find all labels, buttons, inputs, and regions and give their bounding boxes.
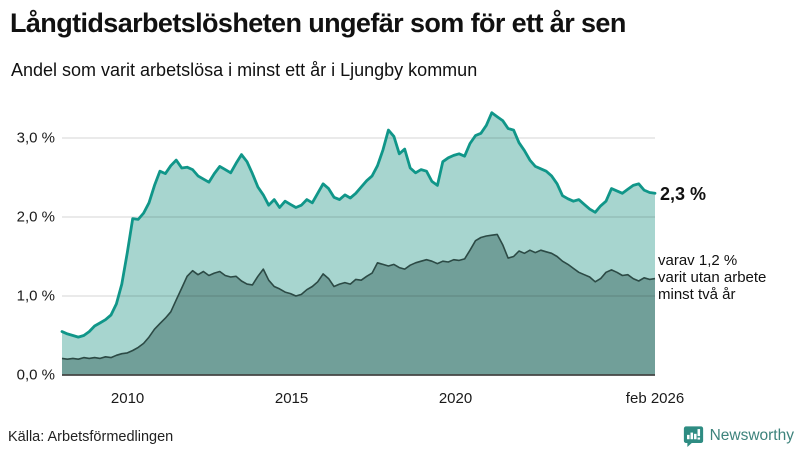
- x-tick-label: 2010: [110, 390, 145, 407]
- y-tick-label: 0,0 %: [16, 366, 55, 384]
- x-tick-label: feb 2026: [625, 390, 685, 407]
- newsworthy-icon: [683, 426, 703, 447]
- x-tick-label: 2015: [274, 390, 309, 407]
- total-value-annotation: 2,3 %: [660, 184, 707, 204]
- y-tick-label: 2,0 %: [16, 208, 55, 226]
- y-tick-label: 1,0 %: [16, 287, 55, 305]
- newsworthy-logo: Newsworthy: [683, 425, 794, 447]
- source-label: Källa: Arbetsförmedlingen: [8, 429, 174, 445]
- chart-title: Långtidsarbetslösheten ungefär som för e…: [10, 8, 626, 38]
- x-tick-label: 2020: [438, 390, 473, 407]
- two-year-annotation: varav 1,2 % varit utan arbete minst två …: [658, 252, 767, 303]
- newsworthy-wordmark: Newsworthy: [709, 427, 794, 444]
- y-tick-label: 3,0 %: [16, 129, 55, 147]
- chart-subtitle: Andel som varit arbetslösa i minst ett å…: [11, 60, 478, 80]
